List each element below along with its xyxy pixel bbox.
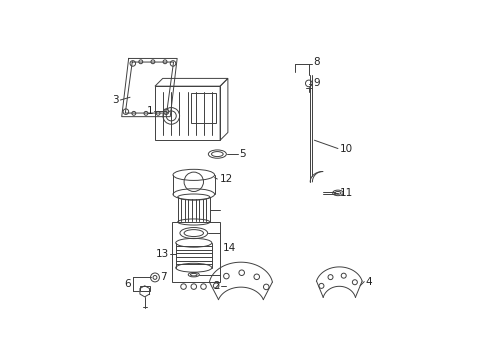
Text: 11: 11 xyxy=(339,188,352,198)
Text: 3: 3 xyxy=(112,95,119,105)
Text: 9: 9 xyxy=(312,78,319,89)
Text: 1: 1 xyxy=(146,106,153,116)
Text: 10: 10 xyxy=(339,144,352,153)
Bar xyxy=(190,93,215,123)
Bar xyxy=(171,222,220,282)
Text: 8: 8 xyxy=(312,57,319,67)
Text: 14: 14 xyxy=(222,243,235,253)
Text: 5: 5 xyxy=(239,149,245,159)
Text: 6: 6 xyxy=(124,279,131,289)
Text: 2: 2 xyxy=(212,281,219,291)
Text: 13: 13 xyxy=(155,249,168,259)
Text: 4: 4 xyxy=(365,276,371,287)
Bar xyxy=(155,86,220,140)
Bar xyxy=(140,286,149,291)
Text: 12: 12 xyxy=(220,174,233,184)
Text: 7: 7 xyxy=(160,273,167,283)
